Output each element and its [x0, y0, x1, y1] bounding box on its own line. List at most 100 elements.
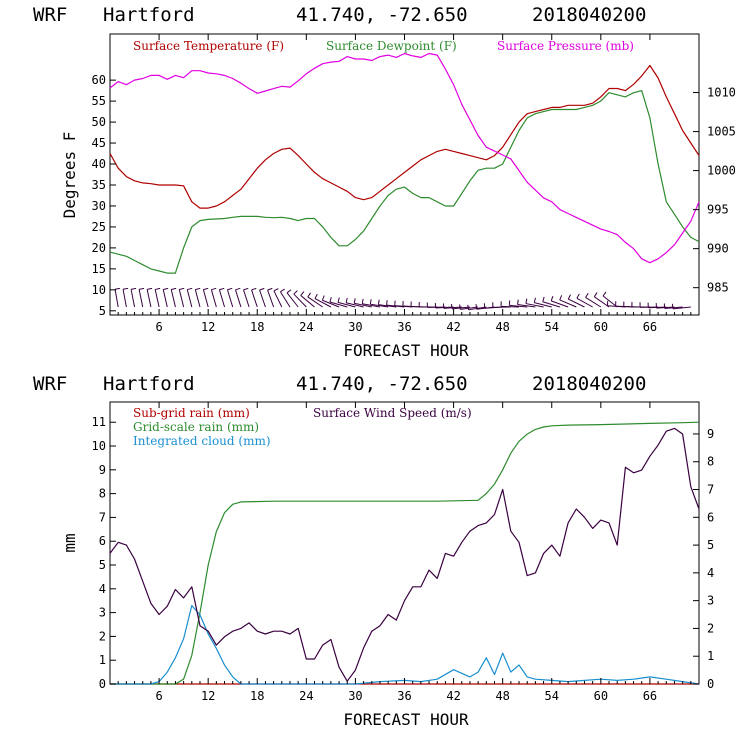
bottom-y-tick-label: 8: [99, 487, 106, 501]
wind-barb: [293, 293, 307, 308]
bottom-y-tick-label: 5: [99, 558, 106, 572]
bottom-y-tick-label: 2: [99, 629, 106, 643]
bottom-header-coords: 41.740, -72.650: [296, 373, 468, 395]
top-x-tick-label: 60: [594, 320, 608, 334]
top-x-tick-label: 30: [348, 320, 362, 334]
wind-barb-feather: [567, 294, 571, 300]
bottom-x-tick-label: 66: [643, 689, 657, 703]
wind-barb-feather: [219, 287, 225, 291]
bottom-y2-tick-label: 5: [707, 538, 714, 552]
bottom-x-tick-label: 42: [446, 689, 460, 703]
wind-barb-feather: [525, 298, 528, 304]
wind-barb-feather: [243, 287, 249, 291]
top-y-tick-label: 5: [99, 304, 106, 318]
wind-barb: [194, 289, 201, 308]
bottom-x-tick-label: 60: [594, 689, 608, 703]
wind-barb: [451, 306, 470, 310]
wind-barb: [146, 289, 152, 308]
wind-barb: [468, 306, 487, 311]
wind-barb: [154, 289, 160, 308]
top-y2-tick-label: 985: [707, 281, 729, 295]
top-y-tick-label: 15: [92, 262, 106, 276]
top-x-tick-label: 6: [155, 320, 162, 334]
bottom-x-axis-label: FORECAST HOUR: [343, 710, 469, 729]
wind-barb-feather: [155, 287, 161, 290]
legend-surface-dewpoint: Surface Dewpoint (F): [326, 39, 457, 53]
wind-barb-feather: [187, 287, 193, 291]
top-x-tick-label: 66: [643, 320, 657, 334]
wind-barb: [322, 299, 340, 308]
bottom-series-layer: [109, 421, 700, 685]
bottom-y-tick-label: 11: [92, 415, 106, 429]
top-x-tick-label: 48: [495, 320, 509, 334]
wind-barb: [186, 289, 193, 308]
wind-barb-feather: [475, 304, 478, 310]
wind-barb: [354, 302, 372, 308]
wind-barb-feather: [286, 289, 292, 294]
top-y-tick-label: 10: [92, 283, 106, 297]
bottom-y-axis-label: mm: [60, 533, 79, 552]
wind-barb: [664, 306, 683, 309]
wind-barb: [280, 291, 291, 308]
wind-barb: [122, 289, 127, 308]
wind-barb: [234, 289, 242, 308]
bottom-y2-tick-label: 8: [707, 455, 714, 469]
wind-barb: [273, 290, 283, 308]
wind-barb: [648, 306, 667, 309]
top-x-tick-label: 54: [545, 320, 559, 334]
wind-barb: [672, 306, 691, 310]
top-y-tick-label: 50: [92, 115, 106, 129]
wind-barb-feather: [235, 287, 241, 291]
wind-barb-feather: [593, 292, 598, 297]
wind-barb-feather: [171, 287, 177, 290]
wind-barb: [542, 301, 561, 308]
wind-barb: [585, 297, 602, 308]
bottom-x-tick-label: 30: [348, 689, 362, 703]
wind-barb: [551, 300, 569, 308]
bottom-y2-tick-label: 7: [707, 483, 714, 497]
wind-barbs: [114, 287, 691, 311]
wind-barb-feather: [163, 287, 169, 290]
top-y-tick-label: 25: [92, 220, 106, 234]
legend-surface-wind-speed: Surface Wind Speed (m/s): [313, 406, 472, 420]
bottom-y2-tick-label: 0: [707, 677, 714, 691]
top-y-tick-label: 60: [92, 73, 106, 87]
bottom-y-tick-label: 7: [99, 510, 106, 524]
top-header-coords: 41.740, -72.650: [296, 4, 468, 26]
top-y-tick-label: 30: [92, 199, 106, 213]
bottom-header-model: WRF: [33, 373, 67, 395]
wind-barb-feather: [361, 298, 364, 304]
top-series-surface-pressure: [109, 52, 700, 264]
wind-barb: [517, 303, 536, 308]
wind-barb: [202, 289, 209, 308]
wind-barb-feather: [267, 287, 273, 291]
top-header-model: WRF: [33, 4, 67, 26]
wind-barb-feather: [259, 287, 265, 291]
top-series-surface-temperature: [109, 64, 700, 209]
bottom-x-tick-label: 48: [495, 689, 509, 703]
bottom-y2-tick-label: 2: [707, 621, 714, 635]
wind-barb-feather: [377, 299, 380, 305]
bottom-series-integrated-cloud: [110, 604, 700, 685]
wind-barb: [656, 306, 675, 309]
wind-barb: [251, 289, 258, 308]
top-header-init: 2018040200: [532, 4, 646, 26]
wind-barb: [114, 289, 119, 308]
top-y-tick-label: 20: [92, 241, 106, 255]
wind-barb: [509, 304, 528, 308]
wind-barb-feather: [203, 287, 209, 291]
bottom-y-tick-label: 10: [92, 439, 106, 453]
top-y2-tick-label: 990: [707, 242, 729, 256]
bottom-y-tick-label: 4: [99, 582, 106, 596]
legend-surface-pressure: Surface Pressure (mb): [497, 39, 634, 53]
top-y2-tick-label: 995: [707, 203, 729, 217]
wind-barb: [178, 289, 185, 308]
wind-barb: [435, 306, 454, 309]
wind-barb: [370, 303, 389, 308]
wind-barb: [243, 289, 250, 308]
wind-barb: [345, 302, 364, 308]
wind-barb-feather: [345, 297, 348, 303]
wind-barb: [259, 289, 266, 308]
wind-barb-feather: [307, 292, 311, 298]
